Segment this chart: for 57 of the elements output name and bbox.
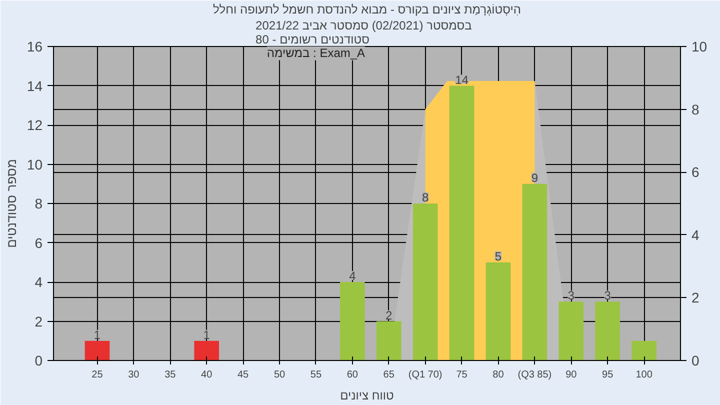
- x-tick-label: 60: [346, 370, 358, 380]
- y-tick-label: 0: [34, 352, 43, 368]
- bar: [449, 86, 474, 360]
- bar: [340, 282, 365, 360]
- bar: [522, 184, 548, 360]
- y2-tick-label: 6: [692, 164, 700, 180]
- x-tick-label: 80: [492, 370, 504, 380]
- x-tick-label: 30: [128, 370, 140, 380]
- x-tick-label: 95: [602, 370, 614, 380]
- data-label: 3: [568, 288, 575, 303]
- x-tick-label: 100: [636, 370, 653, 380]
- x-tick-label: 55: [310, 370, 322, 380]
- bar: [486, 262, 511, 360]
- x-tick-label: (Q1 70): [408, 370, 442, 380]
- data-label: 2: [386, 308, 393, 322]
- data-label: 5: [494, 249, 502, 264]
- bar: [632, 340, 656, 360]
- bar: [595, 302, 620, 360]
- x-tick-label: 90: [566, 370, 578, 380]
- y2-tick-label: 0: [692, 352, 700, 368]
- y2-tick-label: 10: [692, 38, 708, 54]
- x-tick-label: 45: [237, 370, 250, 380]
- x-tick-label: 35: [164, 370, 176, 380]
- x-axis-title: טווח ציונים: [340, 388, 394, 402]
- bar: [412, 204, 438, 360]
- y-tick-label: 8: [34, 196, 43, 212]
- bar: [194, 340, 219, 360]
- data-label: 4: [349, 269, 356, 283]
- x-tick-label: (Q3 85): [518, 370, 552, 380]
- x-tick-label: 65: [383, 370, 395, 380]
- y2-tick-label: 8: [692, 101, 700, 118]
- data-label: 9: [531, 170, 538, 185]
- data-label: 8: [422, 190, 429, 204]
- y2-tick-label: 2: [692, 290, 700, 306]
- chart-subtitle: בסמסטר (02/2021) סמסטר אביב 2021/22 סטודנטים רשומים - 80: [256, 18, 472, 46]
- bar: [84, 340, 110, 360]
- annotation: במשימה : Exam_A: [266, 46, 366, 60]
- y-tick-label: 6: [34, 234, 43, 251]
- x-tick-label: 75: [456, 370, 468, 380]
- y-tick-label: 4: [34, 274, 43, 290]
- chart-title: הִיסְטוֹגְרָמַת ציונים בקורס - מבוא להנדסת חשמל לתעופה וחלל: [213, 2, 521, 17]
- x-tick-label: 25: [92, 370, 104, 380]
- data-label: 1: [94, 328, 101, 342]
- y-tick-label: 16: [26, 38, 43, 54]
- bar: [558, 302, 584, 360]
- data-label: 1: [203, 328, 210, 342]
- y-tick-label: 14: [26, 78, 43, 94]
- y-tick-label: 2: [34, 313, 43, 330]
- x-tick-label: 50: [274, 370, 286, 380]
- data-label: 3: [604, 288, 612, 303]
- data-label: 14: [455, 72, 469, 87]
- y-axis-title: מספר סטודנטים: [4, 159, 19, 248]
- y-tick-label: 12: [26, 117, 43, 133]
- x-tick-label: 40: [201, 370, 213, 380]
- bar: [376, 321, 402, 360]
- y-tick-label: 10: [26, 156, 43, 172]
- y2-tick-label: 4: [692, 226, 700, 243]
